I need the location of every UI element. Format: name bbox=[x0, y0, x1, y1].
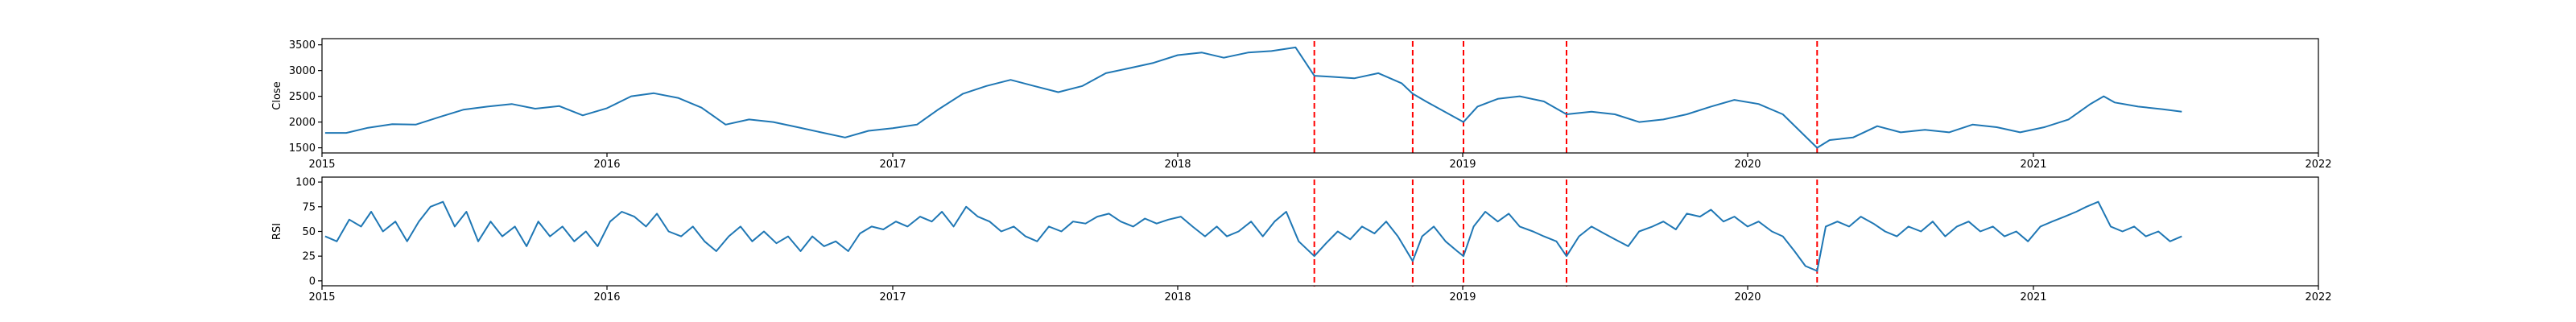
rsi-signal-lines bbox=[1313, 180, 1818, 287]
close-x-tick-label: 2019 bbox=[1449, 159, 1476, 171]
close-y-tick-label: 3000 bbox=[289, 65, 316, 77]
close-y-tick-label: 3500 bbox=[289, 39, 316, 52]
rsi-series-line-0 bbox=[324, 200, 2182, 272]
close-y-axis-label: Close bbox=[271, 81, 283, 109]
close-y-ticks: 1500 2000 2500 3000 3500 bbox=[289, 39, 322, 155]
rsi-y-tick-label: 0 bbox=[309, 275, 316, 287]
rsi-y-tick-label: 75 bbox=[302, 201, 316, 213]
rsi-x-tick-label: 2021 bbox=[2020, 291, 2046, 303]
rsi-y-tick-label: 100 bbox=[295, 177, 316, 189]
close-x-tick-label: 2017 bbox=[879, 159, 906, 171]
rsi-series bbox=[324, 200, 2182, 272]
rsi-x-tick-label: 2022 bbox=[2305, 291, 2331, 303]
close-y-tick-label: 2000 bbox=[289, 117, 316, 129]
rsi-x-ticks: 2015 2016 2017 2018 2019 2020 2021 2022 bbox=[308, 286, 2332, 303]
rsi-y-tick-label: 50 bbox=[302, 226, 316, 238]
rsi-x-tick-label: 2015 bbox=[308, 291, 335, 303]
close-x-tick-label: 2016 bbox=[593, 159, 620, 171]
rsi-x-tick-label: 2017 bbox=[879, 291, 906, 303]
rsi-y-axis-label: RSI bbox=[271, 223, 283, 240]
close-series-line-0 bbox=[324, 46, 2182, 149]
rsi-y-ticks: 0 25 50 75 100 bbox=[295, 177, 322, 287]
close-x-tick-label: 2021 bbox=[2020, 159, 2046, 171]
close-y-tick-label: 1500 bbox=[289, 142, 316, 155]
close-x-tick-label: 2022 bbox=[2305, 159, 2331, 171]
close-x-tick-label: 2018 bbox=[1164, 159, 1191, 171]
rsi-x-tick-label: 2018 bbox=[1164, 291, 1191, 303]
close-y-tick-label: 2500 bbox=[289, 91, 316, 103]
close-x-tick-label: 2020 bbox=[1734, 159, 1761, 171]
close-series bbox=[324, 46, 2182, 149]
rsi-y-tick-label: 25 bbox=[302, 251, 316, 263]
close-signal-lines bbox=[1313, 41, 1818, 154]
close-x-ticks: 2015 2016 2017 2018 2019 2020 2021 2022 bbox=[308, 153, 2332, 171]
rsi-x-tick-label: 2016 bbox=[593, 291, 620, 303]
close-axes-frame bbox=[321, 38, 2319, 154]
rsi-x-tick-label: 2019 bbox=[1449, 291, 1476, 303]
rsi-x-tick-label: 2020 bbox=[1734, 291, 1761, 303]
close-x-tick-label: 2015 bbox=[308, 159, 335, 171]
